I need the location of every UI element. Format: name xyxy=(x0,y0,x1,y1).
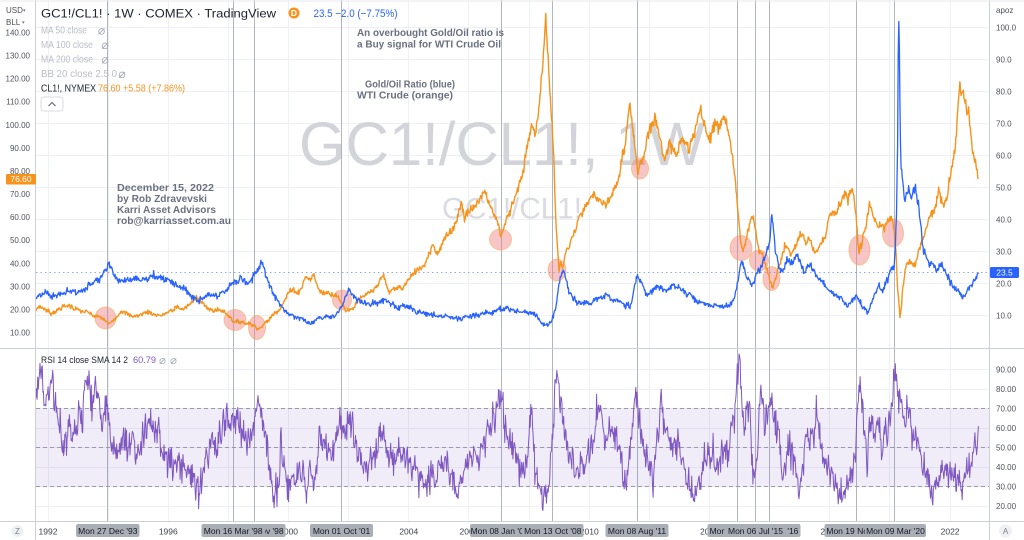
svg-text:40.00: 40.00 xyxy=(10,259,31,268)
svg-text:2022: 2022 xyxy=(941,527,960,537)
svg-text:130.00: 130.00 xyxy=(6,52,31,61)
svg-text:1992: 1992 xyxy=(39,527,58,537)
svg-text:76.60 +5.58 (+7.86%): 76.60 +5.58 (+7.86%) xyxy=(98,83,185,95)
svg-text:GC1!/CL1! · 1W · COMEX · Tradi: GC1!/CL1! · 1W · COMEX · TradingView xyxy=(41,7,276,21)
svg-text:80.0: 80.0 xyxy=(996,88,1012,97)
svg-text:50.00: 50.00 xyxy=(10,236,31,245)
svg-text:Mon 09 Mar '20: Mon 09 Mar '20 xyxy=(866,526,925,536)
svg-text:1996: 1996 xyxy=(159,527,178,537)
svg-text:30.00: 30.00 xyxy=(10,282,31,291)
svg-text:40.00: 40.00 xyxy=(996,463,1017,472)
svg-text:Gold/Oil Ratio (blue): Gold/Oil Ratio (blue) xyxy=(365,80,455,91)
svg-text:MA 200 close: MA 200 close xyxy=(41,54,93,66)
svg-text:⌀: ⌀ xyxy=(118,67,126,81)
svg-text:Mon 13 Oct '08: Mon 13 Oct '08 xyxy=(524,526,582,536)
svg-text:Mon 08 Jan '07: Mon 08 Jan '07 xyxy=(471,526,529,536)
svg-text:CL1!, NYMEX: CL1!, NYMEX xyxy=(41,83,96,95)
svg-text:RSI 14 close SMA 14 2: RSI 14 close SMA 14 2 xyxy=(41,355,128,366)
svg-text:50.00: 50.00 xyxy=(996,444,1017,453)
svg-text:80.00: 80.00 xyxy=(996,385,1017,394)
svg-text:by Rob Zdravevski: by Rob Zdravevski xyxy=(117,193,207,205)
svg-text:D: D xyxy=(291,8,297,18)
svg-text:2010: 2010 xyxy=(580,527,599,537)
svg-text:2000: 2000 xyxy=(279,527,298,537)
svg-text:70.0: 70.0 xyxy=(996,120,1012,129)
svg-text:An overbought Gold/Oil ratio i: An overbought Gold/Oil ratio is xyxy=(357,28,504,39)
svg-text:Mon 19 Nov '18: Mon 19 Nov '18 xyxy=(826,526,886,536)
svg-text:⌀: ⌀ xyxy=(159,355,166,367)
svg-text:23.5 −2.0 (−7.75%): 23.5 −2.0 (−7.75%) xyxy=(314,8,398,20)
svg-text:120.00: 120.00 xyxy=(6,75,31,84)
svg-text:30.00: 30.00 xyxy=(996,483,1017,492)
svg-text:⌀: ⌀ xyxy=(101,38,109,52)
svg-text:90.00: 90.00 xyxy=(10,144,31,153)
svg-text:60.79: 60.79 xyxy=(133,355,156,366)
svg-text:76.60: 76.60 xyxy=(10,174,32,184)
svg-text:a Buy signal for WTI Crude Oil: a Buy signal for WTI Crude Oil xyxy=(357,40,501,51)
svg-text:60.00: 60.00 xyxy=(996,424,1017,433)
svg-text:70.00: 70.00 xyxy=(10,190,31,199)
svg-text:30.0: 30.0 xyxy=(996,248,1012,257)
svg-text:23.5: 23.5 xyxy=(996,268,1013,278)
svg-text:2004: 2004 xyxy=(399,527,418,537)
svg-text:20.00: 20.00 xyxy=(996,502,1017,511)
svg-text:90.0: 90.0 xyxy=(996,56,1012,65)
svg-text:20.0: 20.0 xyxy=(996,280,1012,289)
svg-text:10.00: 10.00 xyxy=(10,329,31,338)
svg-text:Z: Z xyxy=(15,527,20,536)
svg-text:50.0: 50.0 xyxy=(996,184,1012,193)
svg-text:Mon 27 Dec '93: Mon 27 Dec '93 xyxy=(78,526,138,536)
svg-text:⌀: ⌀ xyxy=(170,355,177,367)
svg-text:A: A xyxy=(1003,527,1009,536)
svg-text:110.00: 110.00 xyxy=(6,98,30,107)
svg-text:10.0: 10.0 xyxy=(996,312,1012,321)
svg-text:60.00: 60.00 xyxy=(10,213,31,222)
svg-text:MA 100 close: MA 100 close xyxy=(41,39,93,51)
svg-text:Mon 06 Jul '15: Mon 06 Jul '15 xyxy=(728,526,783,536)
svg-text:rob@karriasset.com.au: rob@karriasset.com.au xyxy=(117,215,231,227)
svg-text:100.0: 100.0 xyxy=(996,24,1017,33)
svg-text:60.0: 60.0 xyxy=(996,152,1012,161)
svg-text:BLL: BLL xyxy=(6,18,21,27)
svg-text:USD: USD xyxy=(6,6,23,15)
svg-text:90.00: 90.00 xyxy=(996,366,1017,375)
svg-text:WTI Crude (orange): WTI Crude (orange) xyxy=(357,91,453,102)
svg-text:2006: 2006 xyxy=(460,527,479,537)
svg-text:Mon 01 Oct '01: Mon 01 Oct '01 xyxy=(313,526,371,536)
svg-text:Karri Asset Advisors: Karri Asset Advisors xyxy=(117,204,216,216)
svg-text:100.00: 100.00 xyxy=(6,121,31,130)
svg-text:BB 20 close 2.5 0: BB 20 close 2.5 0 xyxy=(41,68,117,80)
svg-text:40.0: 40.0 xyxy=(996,216,1012,225)
svg-text:80.00: 80.00 xyxy=(10,167,31,176)
svg-text:Mon 16 Mar '98: Mon 16 Mar '98 xyxy=(204,526,263,536)
svg-text:December 15, 2022: December 15, 2022 xyxy=(117,182,214,194)
svg-text:⌀: ⌀ xyxy=(101,53,109,67)
svg-text:MA 50 close: MA 50 close xyxy=(41,25,87,37)
svg-text:20.00: 20.00 xyxy=(10,306,31,315)
svg-text:70.00: 70.00 xyxy=(996,405,1017,414)
svg-text:Mon 08 Aug '11: Mon 08 Aug '11 xyxy=(608,526,666,536)
svg-text:140.00: 140.00 xyxy=(6,29,31,38)
svg-text:⌀: ⌀ xyxy=(98,24,106,38)
svg-text:apoz: apoz xyxy=(996,6,1013,15)
